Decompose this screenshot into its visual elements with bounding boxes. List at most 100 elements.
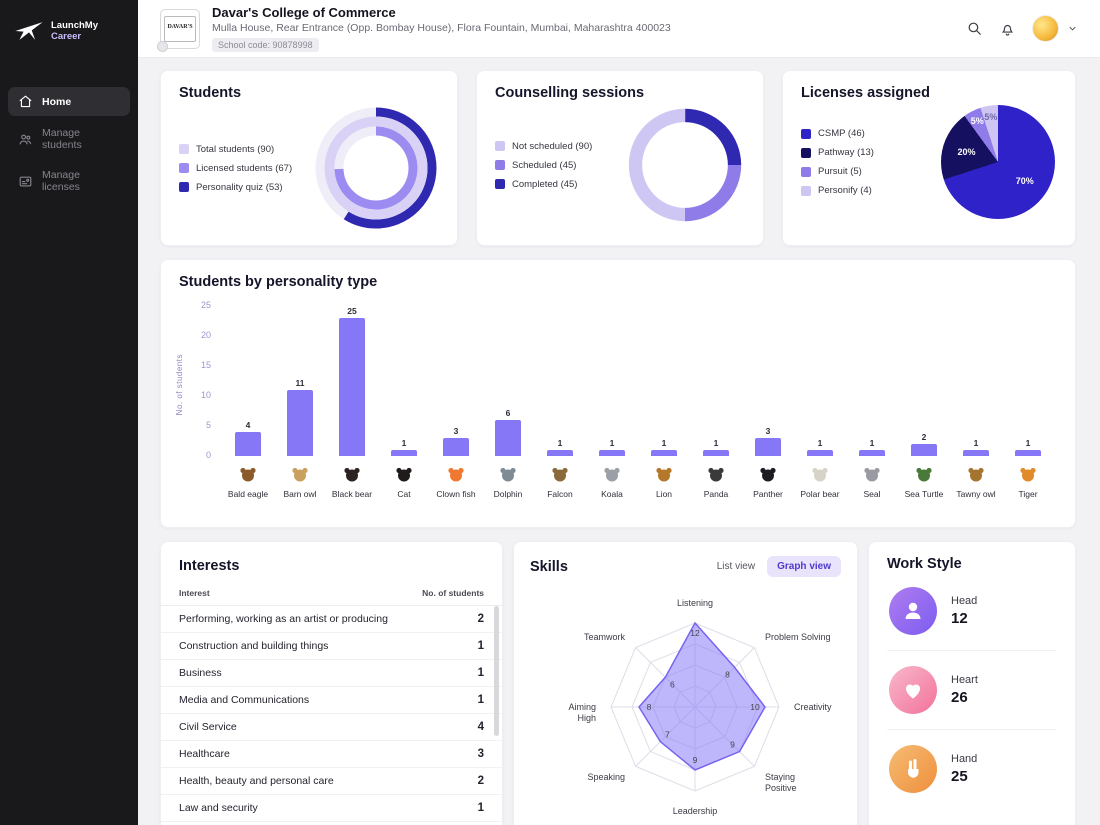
workstyle-label: Hand bbox=[951, 753, 978, 765]
bar-category-label: Koala bbox=[601, 489, 623, 499]
radar-axis-label: Staying Positive bbox=[765, 772, 797, 793]
skills-card-title: Skills bbox=[530, 558, 568, 575]
cat-icon bbox=[394, 466, 414, 482]
legend-item: Total students (90) bbox=[179, 144, 292, 155]
workstyle-list: Head 12 Heart 26 Hand 25 bbox=[887, 572, 1057, 808]
bar bbox=[651, 450, 677, 456]
sidebar-item-manage-students[interactable]: Manage students bbox=[8, 120, 130, 158]
bar bbox=[391, 450, 417, 456]
interests-scrollbar[interactable] bbox=[494, 606, 499, 736]
interest-name: Law and security bbox=[179, 802, 258, 814]
interests-row: Business 1 bbox=[161, 660, 502, 687]
legend-item: Scheduled (45) bbox=[495, 160, 592, 171]
koala-icon bbox=[602, 466, 622, 482]
interest-name: Business bbox=[179, 667, 222, 679]
legend-item: CSMP (46) bbox=[801, 128, 874, 139]
top-header: DAVAR'S Davar's College of Commerce Mull… bbox=[138, 0, 1100, 58]
bar-value-label: 6 bbox=[505, 408, 511, 418]
interests-row: Civil Service 4 bbox=[161, 714, 502, 741]
notifications-bell-icon[interactable] bbox=[999, 20, 1016, 37]
legend-swatch bbox=[801, 185, 811, 196]
bar-value-label: 1 bbox=[557, 438, 563, 448]
list-view-button[interactable]: List view bbox=[716, 561, 756, 572]
personality-card-title: Students by personality type bbox=[179, 274, 378, 290]
workstyle-card: Work Style Head 12 Heart 26 Hand 25 bbox=[868, 541, 1076, 825]
bar-category-label: Barn owl bbox=[283, 489, 317, 499]
bar-column-black-bear: 25 Black bear bbox=[329, 306, 375, 513]
legend-label: Licensed students (67) bbox=[196, 162, 293, 174]
licenses-pie-chart: 70% 20% 5% 5% bbox=[941, 105, 1055, 219]
bar-category-label: Lion bbox=[655, 489, 673, 499]
interest-count: 3 bbox=[477, 748, 484, 760]
interests-table-body: Performing, working as an artist or prod… bbox=[161, 606, 502, 825]
bar-category-label: Black bear bbox=[331, 489, 373, 499]
bald-eagle-icon bbox=[238, 466, 258, 482]
legend-item: Pursuit (5) bbox=[801, 166, 874, 177]
bar-value-label: 1 bbox=[869, 438, 875, 448]
interest-count: 1 bbox=[477, 802, 484, 814]
y-axis-tick: 0 bbox=[205, 450, 211, 460]
legend-label: Pursuit (5) bbox=[818, 166, 862, 177]
bar-column-bald-eagle: 4 Bald eagle bbox=[225, 306, 271, 513]
panda-icon bbox=[706, 466, 726, 482]
bar-value-label: 2 bbox=[921, 432, 927, 442]
svg-text:10: 10 bbox=[750, 702, 760, 712]
svg-text:7: 7 bbox=[665, 730, 670, 740]
graph-view-button[interactable]: Graph view bbox=[767, 556, 841, 577]
bar-column-panda: 1 Panda bbox=[693, 306, 739, 513]
bar-category-label: Panther bbox=[753, 489, 783, 499]
radar-axis-label: Listening bbox=[677, 598, 713, 608]
sidebar: LaunchMy Career Home Manage students Manag… bbox=[0, 0, 138, 825]
legend-label: Scheduled (45) bbox=[512, 159, 577, 171]
bar-column-sea-turtle: 2 Sea Turtle bbox=[901, 306, 947, 513]
interest-name: Civil Service bbox=[179, 721, 237, 733]
interest-name: Construction and building things bbox=[179, 640, 329, 652]
bar bbox=[547, 450, 573, 456]
license-icon bbox=[18, 174, 33, 189]
search-icon[interactable] bbox=[966, 20, 983, 37]
pie-slice-label: 70% bbox=[1015, 176, 1034, 187]
launchmycareer-logo[interactable]: LaunchMy Career bbox=[0, 16, 138, 83]
bar-category-label: Seal bbox=[863, 489, 881, 499]
chevron-down-icon[interactable] bbox=[1067, 23, 1078, 34]
barn-owl-icon bbox=[290, 466, 310, 482]
workstyle-value: 12 bbox=[951, 610, 968, 627]
skills-card: Skills List view Graph view 12 8 10 9 9 7 8 6 Li… bbox=[513, 541, 858, 825]
black-bear-icon bbox=[342, 466, 362, 482]
interest-count: 2 bbox=[477, 775, 484, 787]
bar bbox=[755, 438, 781, 456]
interests-col-count: No. of students bbox=[422, 588, 484, 598]
legend-label: Not scheduled (90) bbox=[512, 140, 593, 152]
sidebar-item-label: Manage students bbox=[42, 127, 82, 151]
legend-label: Total students (90) bbox=[196, 143, 275, 155]
bar-y-axis: 0 5 10 15 20 25 bbox=[193, 300, 219, 460]
legend-label: Pathway (13) bbox=[818, 147, 874, 158]
heart-icon bbox=[889, 666, 937, 714]
sidebar-item-home[interactable]: Home bbox=[8, 87, 130, 116]
workstyle-label: Heart bbox=[951, 674, 978, 686]
logo-bird-icon bbox=[14, 20, 44, 47]
students-card: Students Total students (90) Licensed stu… bbox=[160, 70, 458, 246]
school-address: Mulla House, Rear Entrance (Opp. Bombay … bbox=[212, 21, 671, 34]
legend-label: Personality quiz (53) bbox=[196, 181, 283, 193]
falcon-icon bbox=[550, 466, 570, 482]
summary-row: Students Total students (90) Licensed stu… bbox=[160, 70, 1076, 246]
legend-item: Licensed students (67) bbox=[179, 163, 292, 174]
interests-row: Media and Communications 1 bbox=[161, 687, 502, 714]
head-icon bbox=[889, 587, 937, 635]
bar-category-label: Tiger bbox=[1018, 489, 1038, 499]
bar bbox=[599, 450, 625, 456]
dolphin-icon bbox=[498, 466, 518, 482]
y-axis-tick: 15 bbox=[200, 360, 211, 370]
sidebar-item-manage-licenses[interactable]: Manage licenses bbox=[8, 162, 130, 200]
legend-label: Completed (45) bbox=[512, 178, 578, 190]
avatar[interactable] bbox=[1032, 15, 1059, 42]
interest-count: 2 bbox=[477, 613, 484, 625]
bar-category-label: Polar bear bbox=[800, 489, 840, 499]
legend-swatch bbox=[495, 141, 505, 151]
pie-slice-label: 5% bbox=[984, 111, 998, 122]
bar bbox=[963, 450, 989, 456]
workstyle-value: 25 bbox=[951, 768, 968, 785]
counselling-donut-chart bbox=[628, 108, 742, 222]
